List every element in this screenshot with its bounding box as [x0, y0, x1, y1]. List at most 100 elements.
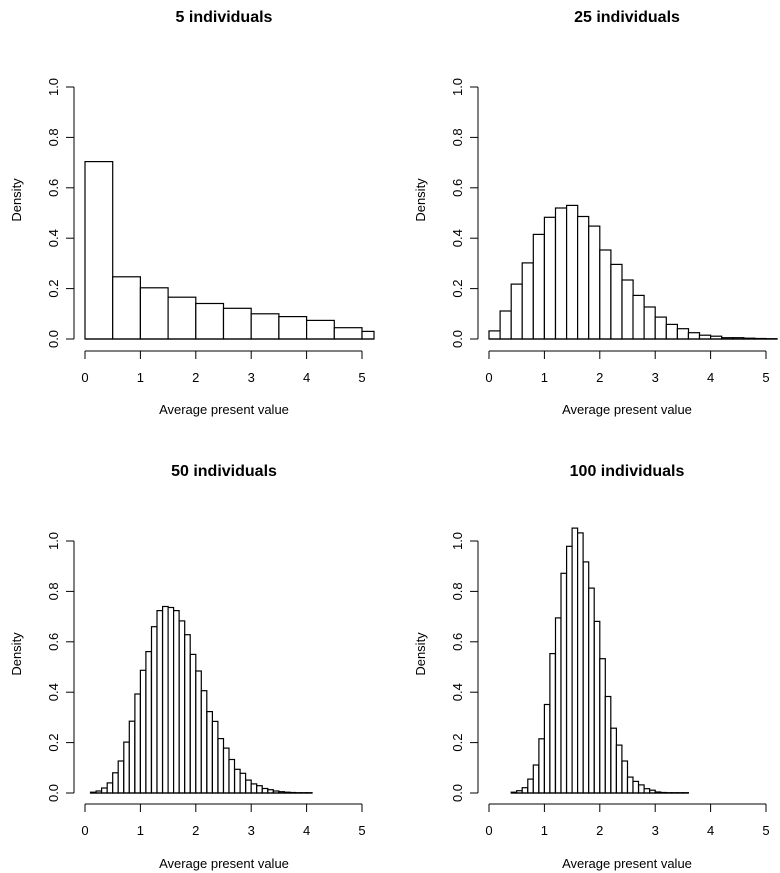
- histogram-bar: [532, 764, 540, 794]
- panel-100-individuals: 100 individuals 0.0 0.2 0.4 0.6 0.8 1.0 0 1 2 3 4…: [413, 463, 770, 871]
- histogram-bar: [139, 287, 169, 340]
- y-tick-label: 0.0: [46, 784, 61, 802]
- histogram-bar: [543, 216, 557, 340]
- x-axis: 0 1 2 3 4 5: [485, 803, 770, 838]
- histogram-bar: [195, 670, 202, 794]
- histogram-bar: [156, 609, 164, 794]
- x-tick-label: 2: [192, 823, 199, 838]
- histogram-bar: [588, 587, 595, 794]
- bars: [84, 161, 375, 340]
- histogram-bar: [527, 778, 534, 794]
- histogram-bar: [222, 307, 252, 340]
- x-tick-label: 0: [485, 370, 492, 385]
- histogram-bar: [211, 720, 219, 794]
- histogram-bar: [554, 207, 568, 340]
- panel-title: 5 individuals: [176, 9, 273, 26]
- x-tick-label: 5: [762, 823, 769, 838]
- panel-25-individuals: 25 individuals 0.0 0.2 0.4 0.6 0.8 1.0 0 1 2 3 4 5…: [413, 9, 778, 417]
- histogram-bar: [250, 313, 280, 340]
- histogram-bar: [206, 710, 213, 794]
- y-tick-label: 0.6: [46, 179, 61, 197]
- histogram-bar: [549, 652, 557, 794]
- histogram-bar: [123, 741, 130, 794]
- x-tick-label: 3: [248, 370, 255, 385]
- histogram-bar: [554, 617, 562, 794]
- histogram-bar: [665, 323, 678, 340]
- histogram-bar: [543, 703, 551, 794]
- histogram-bar: [278, 316, 308, 340]
- histogram-bar: [239, 772, 247, 794]
- y-tick-label: 0.4: [46, 683, 61, 701]
- histogram-bar: [582, 561, 590, 794]
- histogram-bar: [261, 787, 269, 794]
- y-tick-label: 0.0: [46, 330, 61, 348]
- histogram-bar: [256, 785, 263, 794]
- histogram-bar: [134, 693, 141, 794]
- histogram-bar: [643, 306, 656, 340]
- x-axis-label: Average present value: [159, 402, 289, 417]
- bars: [488, 204, 778, 340]
- x-tick-label: 4: [303, 823, 310, 838]
- y-tick-label: 0.8: [46, 582, 61, 600]
- y-tick-label: 1.0: [450, 78, 465, 96]
- histogram-bar: [588, 225, 601, 340]
- x-tick-label: 5: [358, 370, 365, 385]
- histogram-bar: [621, 279, 634, 340]
- histogram-bar: [139, 669, 147, 794]
- x-tick-label: 0: [81, 370, 88, 385]
- histogram-bar: [217, 737, 225, 794]
- histogram-bar: [184, 634, 191, 794]
- y-tick-label: 0.2: [450, 280, 465, 298]
- y-axis: 0.0 0.2 0.4 0.6 0.8 1.0: [450, 78, 479, 348]
- histogram-bar: [621, 760, 629, 794]
- x-tick-label: 1: [137, 370, 144, 385]
- histogram-bar: [499, 310, 512, 340]
- x-tick-label: 0: [81, 823, 88, 838]
- y-axis-label: Density: [413, 632, 428, 676]
- histogram-bar: [676, 328, 690, 340]
- histogram-bar: [112, 772, 119, 794]
- histogram-bar: [189, 653, 197, 794]
- x-tick-label: 4: [707, 370, 714, 385]
- x-tick-label: 5: [762, 370, 769, 385]
- y-tick-label: 0.2: [450, 734, 465, 752]
- x-tick-label: 3: [652, 823, 659, 838]
- histogram-bar: [626, 776, 634, 794]
- bars: [510, 527, 690, 794]
- y-tick-label: 0.4: [46, 229, 61, 247]
- x-tick-label: 1: [541, 823, 548, 838]
- x-axis: 0 1 2 3 4 5: [485, 350, 770, 385]
- histogram-bar: [150, 626, 158, 794]
- bars: [89, 605, 313, 794]
- x-axis-label: Average present value: [159, 856, 289, 871]
- x-tick-label: 4: [707, 823, 714, 838]
- y-tick-label: 0.6: [46, 633, 61, 651]
- histogram-bar: [565, 545, 573, 794]
- y-tick-label: 0.0: [450, 784, 465, 802]
- histogram-bar: [162, 605, 169, 794]
- histogram-bar: [604, 695, 612, 794]
- x-tick-label: 2: [192, 370, 199, 385]
- histogram-bar: [632, 780, 640, 794]
- histogram-bar: [106, 782, 114, 794]
- y-tick-label: 0.8: [450, 582, 465, 600]
- histogram-bar: [245, 779, 252, 794]
- x-tick-label: 1: [541, 370, 548, 385]
- histogram-bar: [610, 263, 623, 340]
- x-tick-label: 5: [358, 823, 365, 838]
- histogram-bar: [576, 215, 590, 340]
- histogram-bar: [637, 784, 645, 794]
- histogram-bar: [361, 330, 375, 340]
- histogram-bar: [565, 204, 579, 340]
- y-tick-label: 1.0: [450, 532, 465, 550]
- y-tick-label: 0.6: [450, 633, 465, 651]
- y-axis-label: Density: [9, 632, 24, 676]
- histogram-bar: [100, 787, 108, 794]
- x-axis: 0 1 2 3 4 5: [81, 350, 366, 385]
- x-tick-label: 3: [248, 823, 255, 838]
- histogram-bar: [117, 760, 125, 794]
- histogram-bar: [538, 738, 546, 794]
- histogram-bar: [145, 650, 152, 794]
- x-axis-label: Average present value: [562, 856, 692, 871]
